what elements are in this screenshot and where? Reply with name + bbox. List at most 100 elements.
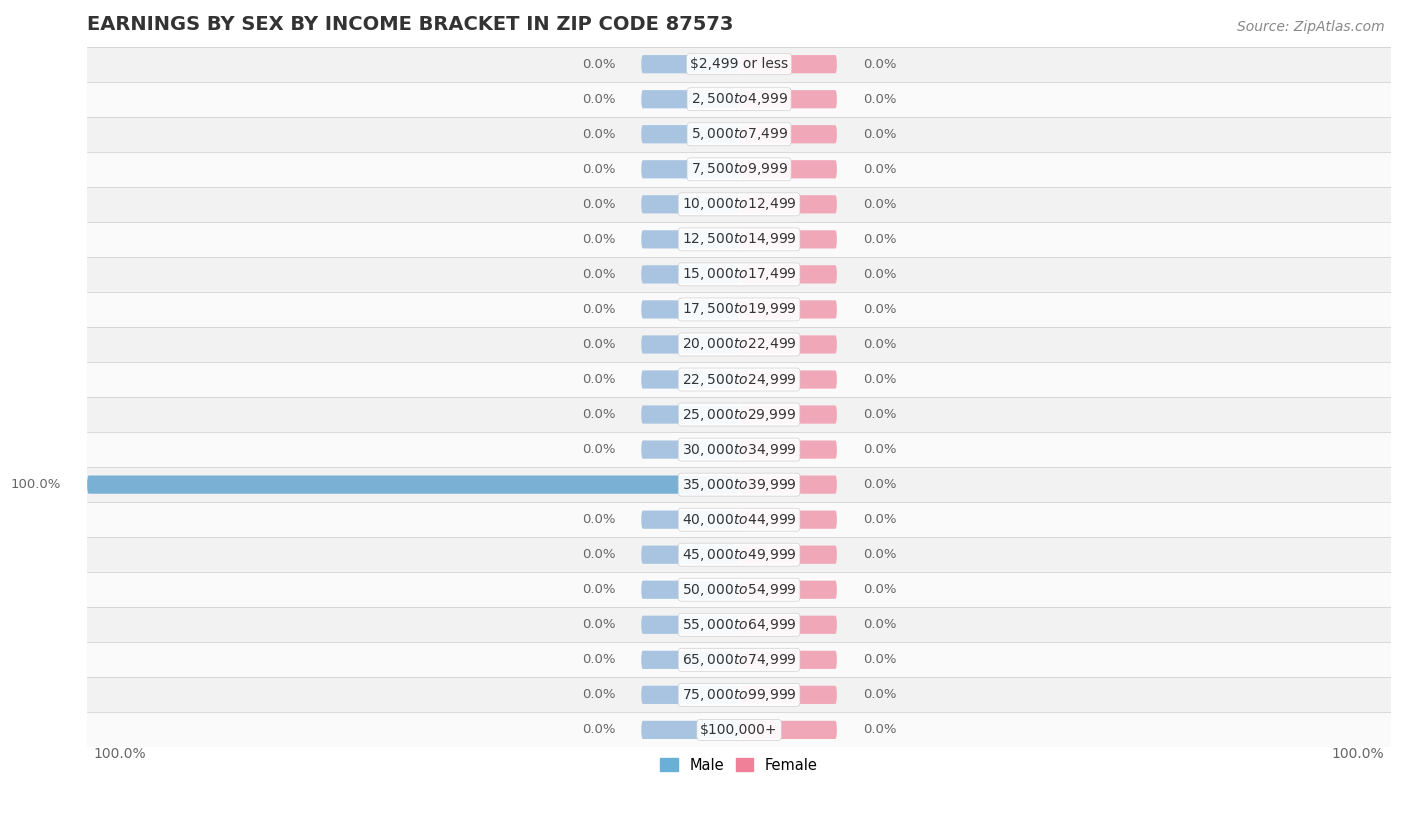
Text: 0.0%: 0.0% bbox=[582, 548, 616, 561]
Text: 0.0%: 0.0% bbox=[863, 163, 897, 176]
Bar bbox=[87, 292, 1391, 327]
Text: 0.0%: 0.0% bbox=[863, 373, 897, 386]
Bar bbox=[87, 432, 1391, 467]
Text: 0.0%: 0.0% bbox=[582, 513, 616, 526]
Text: 0.0%: 0.0% bbox=[863, 198, 897, 211]
FancyBboxPatch shape bbox=[641, 370, 740, 388]
Text: 100.0%: 100.0% bbox=[1331, 747, 1385, 761]
Bar bbox=[87, 81, 1391, 116]
Bar bbox=[87, 712, 1391, 747]
Bar bbox=[87, 537, 1391, 572]
FancyBboxPatch shape bbox=[740, 160, 837, 178]
Bar bbox=[87, 397, 1391, 432]
Text: 0.0%: 0.0% bbox=[582, 654, 616, 667]
Text: $15,000 to $17,499: $15,000 to $17,499 bbox=[682, 266, 796, 282]
FancyBboxPatch shape bbox=[641, 510, 740, 529]
FancyBboxPatch shape bbox=[641, 55, 740, 73]
Bar bbox=[87, 362, 1391, 397]
Text: 0.0%: 0.0% bbox=[582, 93, 616, 106]
Text: 0.0%: 0.0% bbox=[582, 408, 616, 421]
Text: $25,000 to $29,999: $25,000 to $29,999 bbox=[682, 406, 796, 422]
Text: 0.0%: 0.0% bbox=[863, 548, 897, 561]
FancyBboxPatch shape bbox=[740, 230, 837, 248]
Bar bbox=[87, 327, 1391, 362]
Bar bbox=[87, 677, 1391, 712]
Text: 0.0%: 0.0% bbox=[863, 478, 897, 491]
FancyBboxPatch shape bbox=[740, 615, 837, 634]
Text: 0.0%: 0.0% bbox=[863, 584, 897, 596]
Text: 0.0%: 0.0% bbox=[582, 303, 616, 316]
Text: $50,000 to $54,999: $50,000 to $54,999 bbox=[682, 582, 796, 597]
Text: 0.0%: 0.0% bbox=[863, 338, 897, 351]
FancyBboxPatch shape bbox=[641, 90, 740, 108]
Text: 0.0%: 0.0% bbox=[863, 233, 897, 246]
Text: 0.0%: 0.0% bbox=[863, 128, 897, 141]
Bar bbox=[87, 257, 1391, 292]
FancyBboxPatch shape bbox=[740, 370, 837, 388]
Text: $40,000 to $44,999: $40,000 to $44,999 bbox=[682, 512, 796, 527]
Text: 0.0%: 0.0% bbox=[582, 338, 616, 351]
FancyBboxPatch shape bbox=[641, 300, 740, 318]
Text: 0.0%: 0.0% bbox=[582, 163, 616, 176]
Bar bbox=[87, 642, 1391, 677]
Bar bbox=[87, 116, 1391, 151]
FancyBboxPatch shape bbox=[641, 440, 740, 459]
Text: 0.0%: 0.0% bbox=[582, 128, 616, 141]
Text: $65,000 to $74,999: $65,000 to $74,999 bbox=[682, 652, 796, 667]
Text: 0.0%: 0.0% bbox=[582, 584, 616, 596]
Text: 100.0%: 100.0% bbox=[11, 478, 60, 491]
Text: 0.0%: 0.0% bbox=[863, 724, 897, 737]
Bar bbox=[87, 502, 1391, 537]
Text: $12,500 to $14,999: $12,500 to $14,999 bbox=[682, 231, 796, 247]
FancyBboxPatch shape bbox=[740, 195, 837, 213]
FancyBboxPatch shape bbox=[641, 405, 740, 423]
FancyBboxPatch shape bbox=[641, 230, 740, 248]
FancyBboxPatch shape bbox=[740, 650, 837, 669]
Text: 0.0%: 0.0% bbox=[863, 58, 897, 71]
Text: 0.0%: 0.0% bbox=[863, 93, 897, 106]
Text: 0.0%: 0.0% bbox=[582, 443, 616, 456]
FancyBboxPatch shape bbox=[641, 720, 740, 739]
Bar bbox=[87, 467, 1391, 502]
Text: $20,000 to $22,499: $20,000 to $22,499 bbox=[682, 336, 796, 352]
Text: 0.0%: 0.0% bbox=[863, 268, 897, 281]
FancyBboxPatch shape bbox=[740, 405, 837, 423]
Text: 0.0%: 0.0% bbox=[863, 408, 897, 421]
Text: $10,000 to $12,499: $10,000 to $12,499 bbox=[682, 196, 796, 212]
Bar bbox=[87, 151, 1391, 187]
Text: $55,000 to $64,999: $55,000 to $64,999 bbox=[682, 617, 796, 632]
FancyBboxPatch shape bbox=[641, 335, 740, 353]
Text: 0.0%: 0.0% bbox=[582, 58, 616, 71]
Text: 0.0%: 0.0% bbox=[582, 724, 616, 737]
FancyBboxPatch shape bbox=[740, 510, 837, 529]
Text: 100.0%: 100.0% bbox=[94, 747, 146, 761]
Text: 0.0%: 0.0% bbox=[582, 373, 616, 386]
Legend: Male, Female: Male, Female bbox=[655, 752, 824, 779]
Text: 0.0%: 0.0% bbox=[582, 268, 616, 281]
Text: 0.0%: 0.0% bbox=[582, 233, 616, 246]
FancyBboxPatch shape bbox=[87, 475, 740, 494]
Bar bbox=[87, 222, 1391, 257]
Text: $17,500 to $19,999: $17,500 to $19,999 bbox=[682, 301, 796, 317]
Text: 0.0%: 0.0% bbox=[582, 689, 616, 702]
Text: $22,500 to $24,999: $22,500 to $24,999 bbox=[682, 371, 796, 387]
Text: 0.0%: 0.0% bbox=[863, 513, 897, 526]
FancyBboxPatch shape bbox=[740, 580, 837, 599]
Text: 0.0%: 0.0% bbox=[863, 689, 897, 702]
Text: Source: ZipAtlas.com: Source: ZipAtlas.com bbox=[1237, 20, 1385, 34]
FancyBboxPatch shape bbox=[641, 125, 740, 143]
FancyBboxPatch shape bbox=[740, 440, 837, 459]
Text: $75,000 to $99,999: $75,000 to $99,999 bbox=[682, 687, 796, 702]
Text: 0.0%: 0.0% bbox=[863, 443, 897, 456]
FancyBboxPatch shape bbox=[740, 475, 837, 494]
FancyBboxPatch shape bbox=[740, 265, 837, 283]
Text: $2,499 or less: $2,499 or less bbox=[690, 57, 789, 71]
Text: 0.0%: 0.0% bbox=[582, 619, 616, 632]
Text: $45,000 to $49,999: $45,000 to $49,999 bbox=[682, 547, 796, 562]
Text: $2,500 to $4,999: $2,500 to $4,999 bbox=[690, 91, 787, 107]
Text: $100,000+: $100,000+ bbox=[700, 723, 778, 737]
FancyBboxPatch shape bbox=[641, 265, 740, 283]
Text: $7,500 to $9,999: $7,500 to $9,999 bbox=[690, 161, 787, 177]
FancyBboxPatch shape bbox=[740, 125, 837, 143]
FancyBboxPatch shape bbox=[641, 650, 740, 669]
